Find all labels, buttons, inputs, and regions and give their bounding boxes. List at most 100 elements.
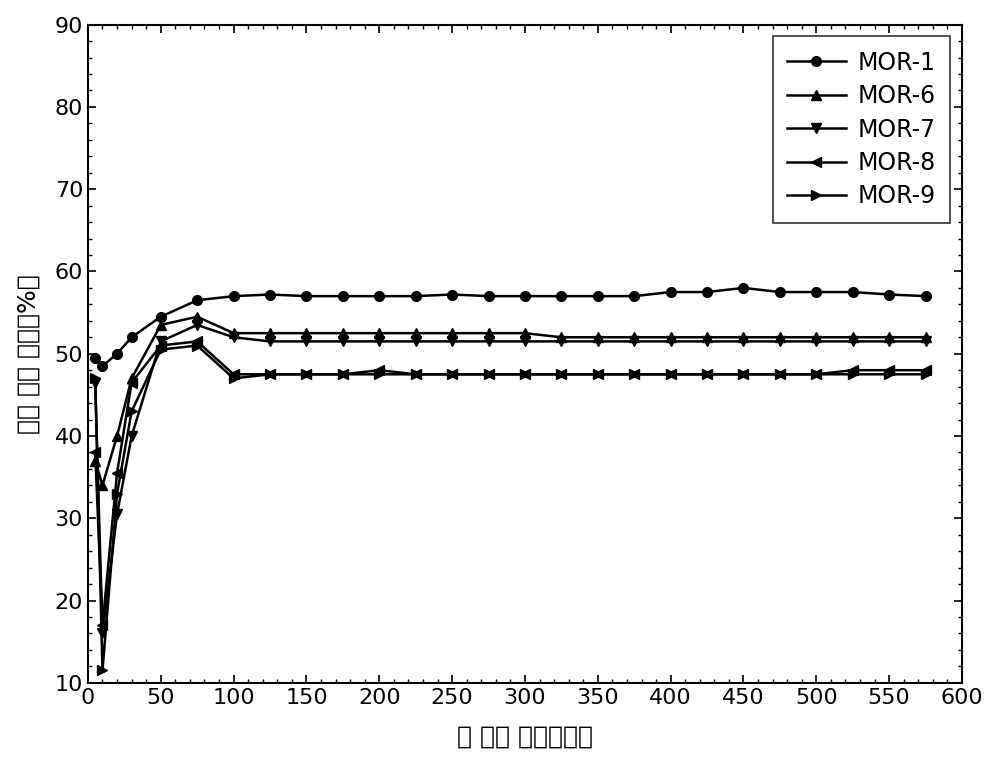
- MOR-8: [592, 369, 604, 379]
- MOR-6: [446, 329, 458, 338]
- Line: MOR-7: MOR-7: [90, 320, 930, 638]
- MOR-1: [592, 291, 604, 301]
- MOR-1: [883, 290, 895, 299]
- MOR-6: [483, 329, 495, 338]
- MOR-7: [373, 337, 385, 346]
- MOR-7: [810, 337, 822, 346]
- MOR-1: [410, 291, 422, 301]
- MOR-7: [483, 337, 495, 346]
- MOR-7: [410, 337, 422, 346]
- MOR-1: [228, 291, 240, 301]
- MOR-9: [337, 369, 349, 379]
- MOR-9: [810, 369, 822, 379]
- MOR-8: [665, 369, 677, 379]
- MOR-9: [300, 369, 312, 379]
- MOR-6: [155, 321, 167, 330]
- MOR-6: [228, 329, 240, 338]
- MOR-1: [337, 291, 349, 301]
- MOR-6: [665, 333, 677, 342]
- MOR-6: [264, 329, 276, 338]
- MOR-8: [628, 369, 640, 379]
- MOR-7: [592, 337, 604, 346]
- MOR-8: [191, 337, 203, 346]
- MOR-1: [126, 333, 138, 342]
- MOR-7: [555, 337, 567, 346]
- MOR-1: [701, 288, 713, 297]
- X-axis label: 反 应时 间（小时）: 反 应时 间（小时）: [457, 724, 593, 748]
- MOR-8: [883, 366, 895, 375]
- MOR-7: [883, 337, 895, 346]
- MOR-9: [191, 341, 203, 350]
- MOR-9: [737, 369, 749, 379]
- MOR-7: [300, 337, 312, 346]
- MOR-8: [555, 369, 567, 379]
- MOR-7: [126, 431, 138, 441]
- MOR-1: [155, 312, 167, 321]
- MOR-1: [191, 295, 203, 304]
- MOR-9: [96, 666, 108, 675]
- MOR-6: [737, 333, 749, 342]
- MOR-8: [847, 366, 859, 375]
- MOR-7: [737, 337, 749, 346]
- MOR-1: [483, 291, 495, 301]
- MOR-8: [337, 369, 349, 379]
- MOR-8: [446, 369, 458, 379]
- MOR-6: [519, 329, 531, 338]
- Line: MOR-1: MOR-1: [90, 283, 930, 371]
- MOR-8: [483, 369, 495, 379]
- MOR-7: [89, 378, 101, 387]
- Legend: MOR-1, MOR-6, MOR-7, MOR-8, MOR-9: MOR-1, MOR-6, MOR-7, MOR-8, MOR-9: [773, 37, 950, 223]
- MOR-9: [111, 489, 123, 498]
- MOR-6: [847, 333, 859, 342]
- MOR-9: [701, 369, 713, 379]
- MOR-6: [300, 329, 312, 338]
- MOR-9: [155, 345, 167, 354]
- MOR-6: [810, 333, 822, 342]
- MOR-6: [111, 431, 123, 441]
- MOR-9: [483, 369, 495, 379]
- MOR-6: [628, 333, 640, 342]
- MOR-7: [774, 337, 786, 346]
- MOR-6: [96, 480, 108, 490]
- MOR-7: [228, 333, 240, 342]
- MOR-6: [126, 374, 138, 383]
- MOR-7: [111, 509, 123, 519]
- MOR-6: [410, 329, 422, 338]
- MOR-1: [628, 291, 640, 301]
- MOR-7: [155, 337, 167, 346]
- MOR-9: [446, 369, 458, 379]
- MOR-1: [111, 349, 123, 358]
- MOR-1: [920, 291, 932, 301]
- MOR-8: [111, 468, 123, 477]
- MOR-1: [810, 288, 822, 297]
- MOR-1: [446, 290, 458, 299]
- Line: MOR-6: MOR-6: [90, 312, 930, 490]
- MOR-6: [774, 333, 786, 342]
- MOR-8: [410, 369, 422, 379]
- MOR-7: [96, 629, 108, 638]
- MOR-1: [96, 362, 108, 371]
- MOR-9: [126, 407, 138, 416]
- MOR-1: [665, 288, 677, 297]
- MOR-9: [373, 369, 385, 379]
- MOR-8: [300, 369, 312, 379]
- MOR-7: [191, 321, 203, 330]
- MOR-6: [337, 329, 349, 338]
- MOR-1: [774, 288, 786, 297]
- MOR-8: [228, 369, 240, 379]
- MOR-8: [126, 378, 138, 387]
- MOR-8: [737, 369, 749, 379]
- MOR-7: [665, 337, 677, 346]
- MOR-9: [774, 369, 786, 379]
- Y-axis label: 二甲 醚转 化率（%）: 二甲 醚转 化率（%）: [17, 274, 41, 434]
- MOR-9: [665, 369, 677, 379]
- MOR-9: [410, 369, 422, 379]
- MOR-8: [373, 366, 385, 375]
- MOR-7: [701, 337, 713, 346]
- MOR-9: [264, 369, 276, 379]
- MOR-9: [228, 374, 240, 383]
- MOR-8: [701, 369, 713, 379]
- MOR-9: [555, 369, 567, 379]
- MOR-8: [774, 369, 786, 379]
- MOR-6: [555, 333, 567, 342]
